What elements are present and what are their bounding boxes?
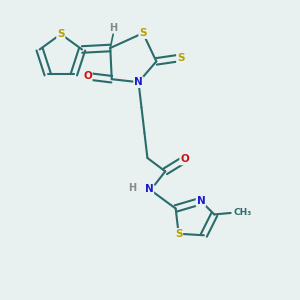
Text: O: O <box>180 154 189 164</box>
Text: H: H <box>109 23 117 33</box>
Text: N: N <box>134 77 143 87</box>
Text: CH₃: CH₃ <box>233 208 251 217</box>
Text: S: S <box>57 29 64 39</box>
Text: N: N <box>145 184 153 194</box>
Text: N: N <box>196 196 205 206</box>
Text: O: O <box>83 71 92 81</box>
Text: S: S <box>177 53 184 63</box>
Text: H: H <box>128 183 136 193</box>
Text: S: S <box>139 28 147 38</box>
Text: S: S <box>175 229 182 239</box>
